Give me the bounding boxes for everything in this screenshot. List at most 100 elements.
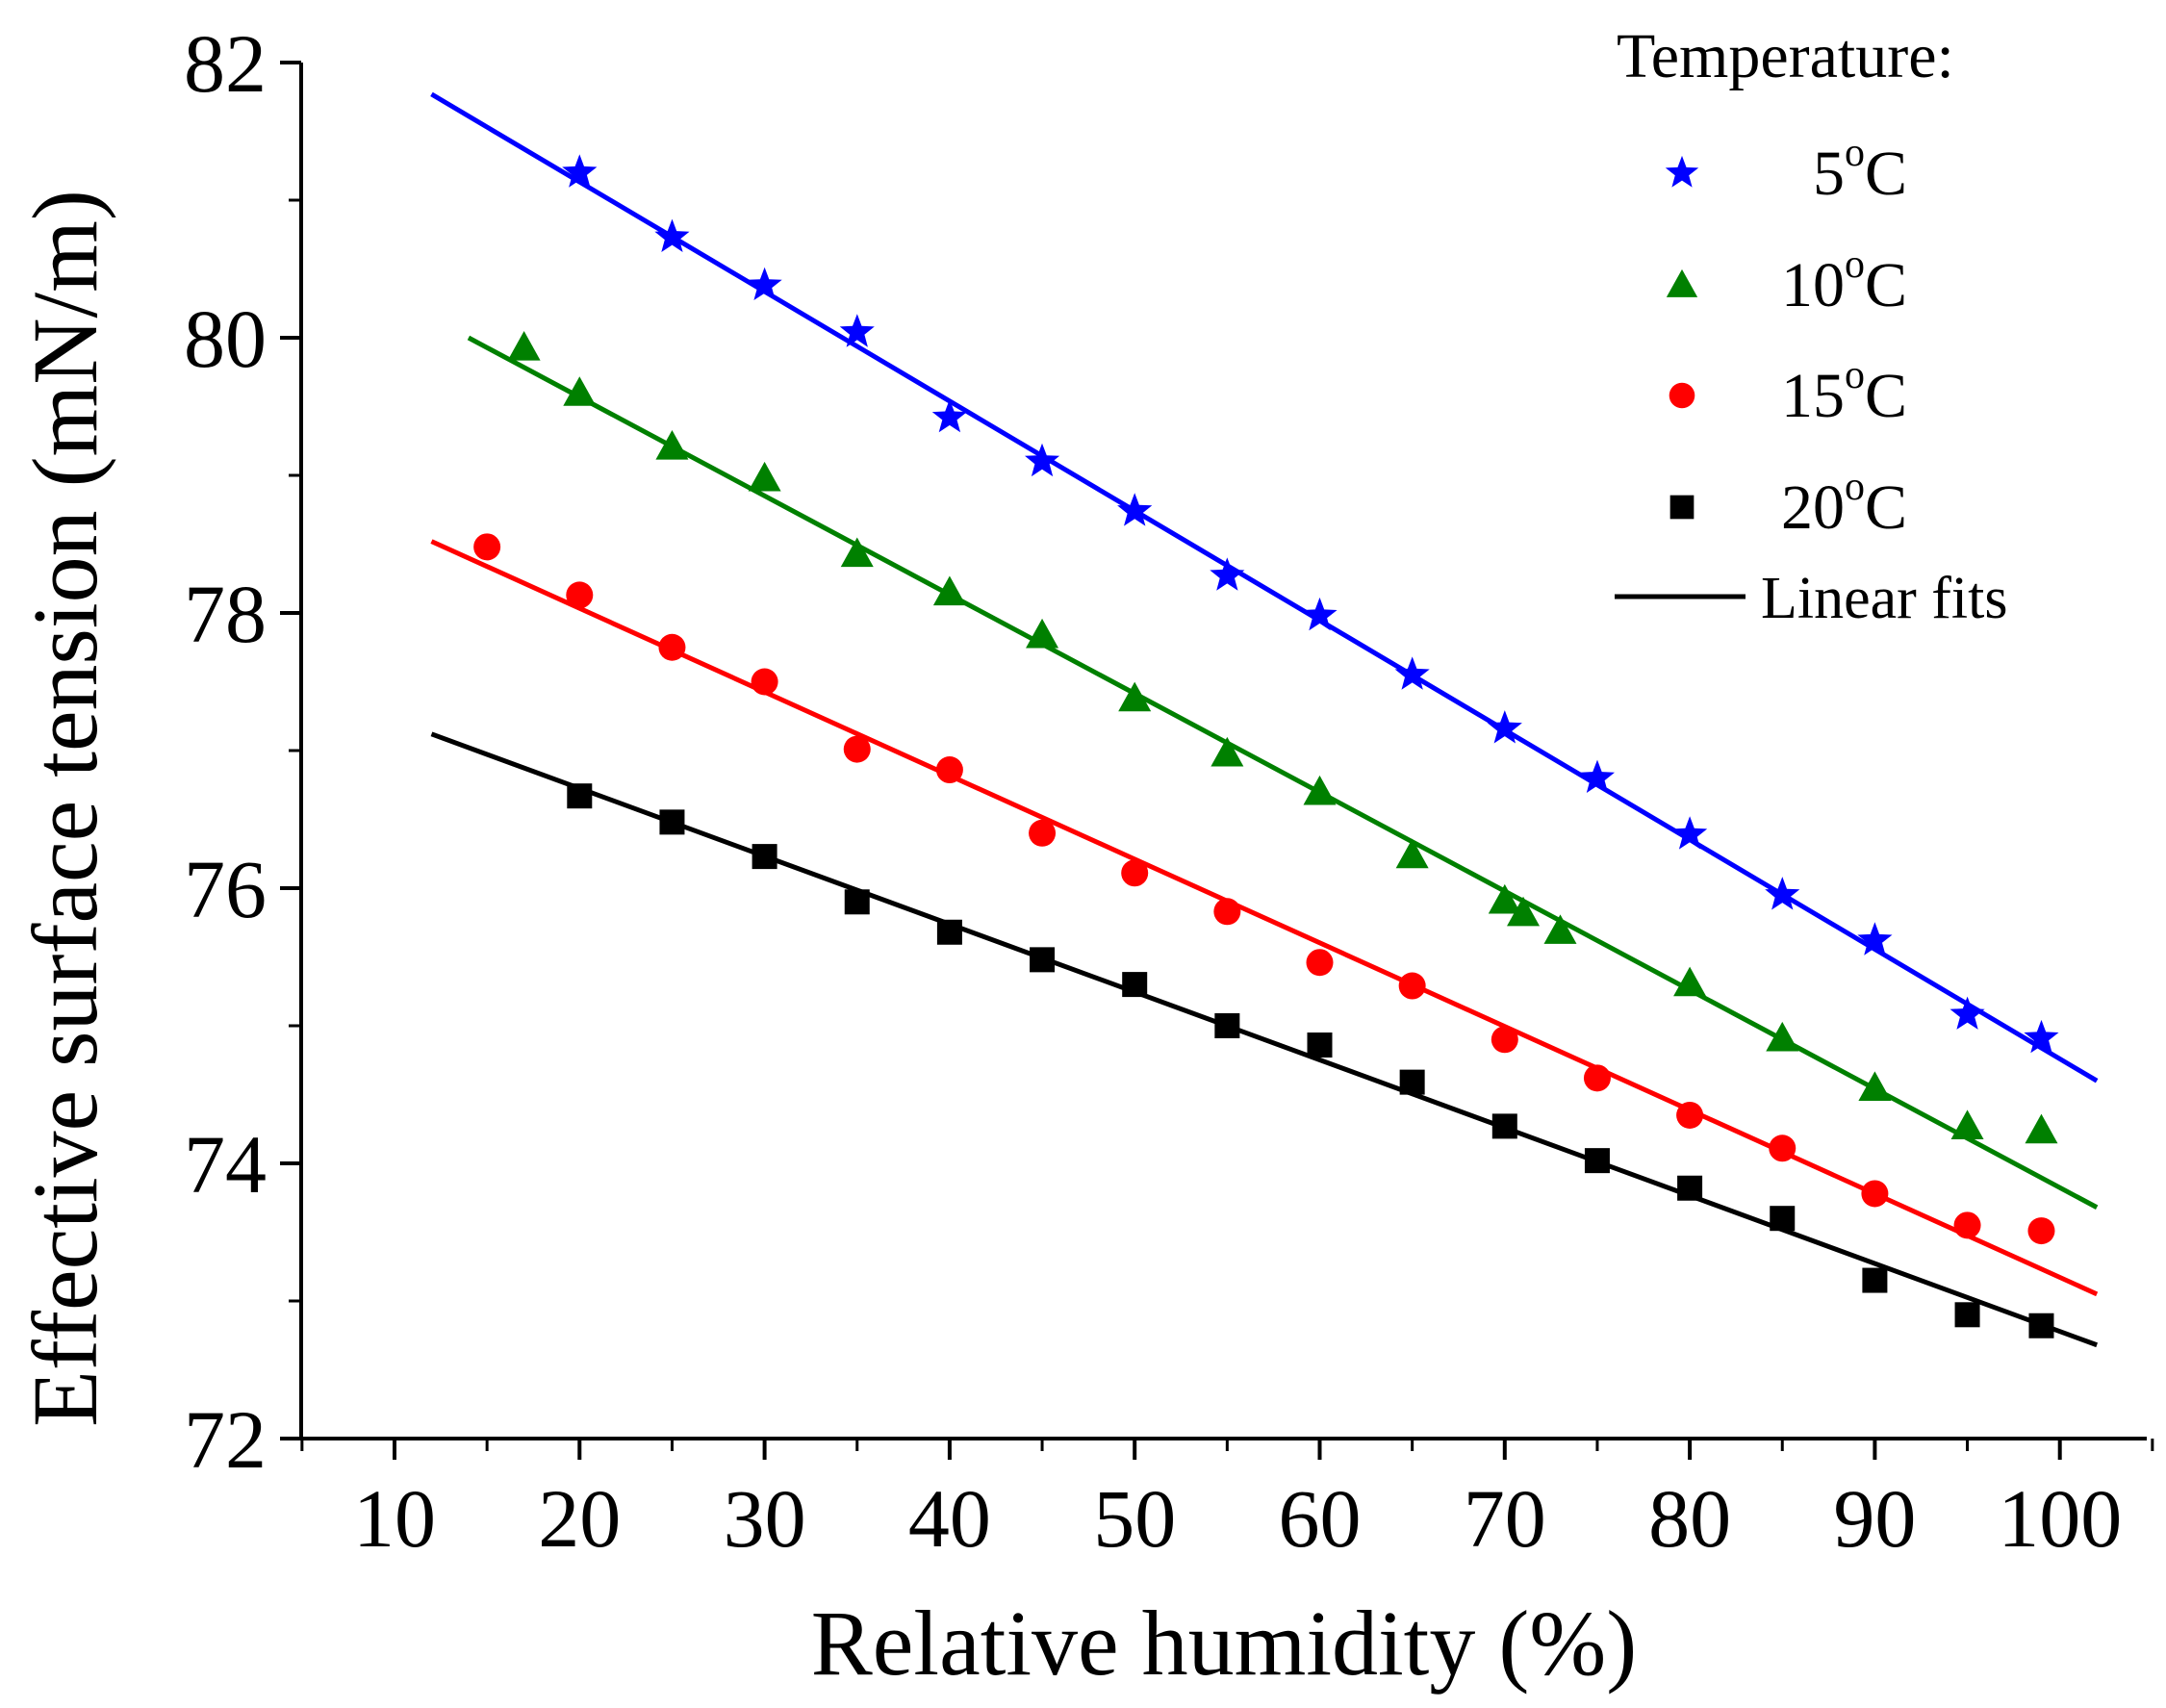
legend-label-value: 5 bbox=[1813, 139, 1845, 209]
data-point-triangle bbox=[2025, 1113, 2058, 1144]
data-point-star bbox=[1672, 816, 1708, 850]
x-tick-label: 60 bbox=[1279, 1472, 1362, 1565]
data-point-triangle bbox=[1118, 681, 1152, 712]
data-point-square bbox=[1122, 972, 1148, 998]
fit-line-series-0 bbox=[430, 91, 2099, 1083]
x-tick-label: 90 bbox=[1833, 1472, 1916, 1565]
legend-marker-triangle bbox=[1666, 268, 1698, 297]
axis-ticks bbox=[280, 61, 2154, 1460]
data-point-triangle bbox=[507, 331, 541, 361]
legend-label: 5oC bbox=[1813, 131, 1907, 209]
legend-label: 20oC bbox=[1781, 465, 1907, 543]
data-point-star bbox=[1487, 710, 1522, 744]
data-point-triangle bbox=[1210, 736, 1244, 767]
legend-label: 15oC bbox=[1781, 353, 1907, 431]
data-point-star bbox=[654, 218, 690, 252]
data-point-triangle bbox=[1673, 966, 1707, 997]
y-tick-label: 82 bbox=[184, 17, 267, 110]
data-point-triangle bbox=[563, 376, 597, 406]
y-tick-label: 80 bbox=[184, 293, 267, 385]
data-point-triangle bbox=[748, 461, 781, 492]
data-point-circle bbox=[566, 581, 594, 609]
data-point-star bbox=[2024, 1019, 2059, 1054]
legend-fit-label: Linear fits bbox=[1761, 566, 2008, 631]
data-point-circle bbox=[1676, 1101, 1704, 1129]
x-tick-label: 50 bbox=[1093, 1472, 1176, 1565]
data-point-star bbox=[1025, 443, 1060, 477]
data-point-triangle bbox=[840, 537, 874, 568]
data-point-star bbox=[1210, 557, 1245, 591]
data-point-circle bbox=[1583, 1064, 1611, 1092]
legend-marker-circle bbox=[1669, 382, 1695, 409]
data-point-circle bbox=[1861, 1180, 1889, 1208]
data-point-square bbox=[1491, 1113, 1517, 1139]
data-point-square bbox=[1584, 1148, 1610, 1174]
data-point-square bbox=[1030, 947, 1056, 973]
data-point-star bbox=[1394, 656, 1430, 690]
data-point-square bbox=[1307, 1032, 1333, 1058]
y-tick-label: 78 bbox=[184, 568, 267, 660]
data-point-circle bbox=[935, 756, 963, 784]
legend-label-value: 15 bbox=[1781, 361, 1845, 431]
data-point-circle bbox=[473, 533, 501, 561]
legend-marker-square bbox=[1669, 495, 1695, 520]
legend-label-degree: o bbox=[1845, 353, 1865, 397]
data-point-square bbox=[844, 889, 870, 915]
data-point-star bbox=[1117, 493, 1153, 526]
y-axis-label: Effective surface tension (mN/m) bbox=[13, 190, 116, 1427]
data-point-star bbox=[1857, 922, 1893, 956]
fit-line-series-2 bbox=[430, 539, 2099, 1297]
data-point-triangle bbox=[1543, 914, 1577, 944]
data-point-circle bbox=[1213, 898, 1241, 926]
data-point-star bbox=[1765, 877, 1800, 910]
data-point-triangle bbox=[932, 575, 966, 606]
legend-label-unit: C bbox=[1865, 250, 1907, 320]
data-point-square bbox=[1214, 1013, 1240, 1038]
legend-label: 10oC bbox=[1781, 242, 1907, 320]
data-point-star bbox=[1579, 759, 1615, 793]
data-point-square bbox=[567, 783, 593, 809]
legend-label-degree: o bbox=[1845, 465, 1865, 509]
y-tick-label: 74 bbox=[184, 1118, 267, 1211]
data-point-circle bbox=[658, 633, 686, 661]
data-point-circle bbox=[2027, 1217, 2055, 1245]
data-point-circle bbox=[1398, 972, 1426, 1000]
data-point-circle bbox=[843, 735, 871, 763]
data-point-triangle bbox=[1303, 775, 1337, 805]
x-tick-label: 30 bbox=[724, 1472, 806, 1565]
legend-label-degree: o bbox=[1845, 131, 1865, 175]
data-point-triangle bbox=[1026, 618, 1059, 649]
fit-line-series-1 bbox=[467, 335, 2099, 1210]
data-point-circle bbox=[1769, 1134, 1797, 1162]
data-point-star bbox=[1949, 996, 1985, 1030]
x-tick-label: 10 bbox=[353, 1472, 436, 1565]
data-point-square bbox=[1770, 1206, 1796, 1232]
data-point-triangle bbox=[1507, 896, 1541, 927]
data-point-star bbox=[747, 267, 782, 300]
linear-fit-lines bbox=[430, 91, 2099, 1348]
data-point-circle bbox=[1953, 1211, 1981, 1239]
data-point-triangle bbox=[1858, 1071, 1892, 1101]
x-tick-label: 80 bbox=[1648, 1472, 1731, 1565]
data-point-square bbox=[1677, 1175, 1703, 1201]
data-point-circle bbox=[1029, 819, 1057, 847]
legend-title: Temperature: bbox=[1617, 21, 1954, 91]
data-point-circle bbox=[1306, 949, 1334, 977]
data-point-triangle bbox=[1395, 838, 1429, 869]
data-point-square bbox=[1862, 1267, 1888, 1293]
data-point-square bbox=[1954, 1302, 1980, 1328]
data-point-star bbox=[562, 154, 598, 188]
legend-marker-star bbox=[1665, 155, 1699, 188]
x-axis-label: Relative humidity (%) bbox=[811, 1592, 1637, 1695]
data-point-circle bbox=[1491, 1026, 1518, 1054]
x-tick-label: 20 bbox=[538, 1472, 621, 1565]
fit-line-series-3 bbox=[430, 731, 2099, 1348]
data-point-triangle bbox=[1950, 1109, 1984, 1139]
data-point-square bbox=[936, 919, 962, 945]
legend-label-value: 10 bbox=[1781, 250, 1845, 320]
legend-label-unit: C bbox=[1865, 139, 1907, 209]
data-point-triangle bbox=[1766, 1021, 1799, 1052]
data-point-star bbox=[1302, 597, 1338, 631]
